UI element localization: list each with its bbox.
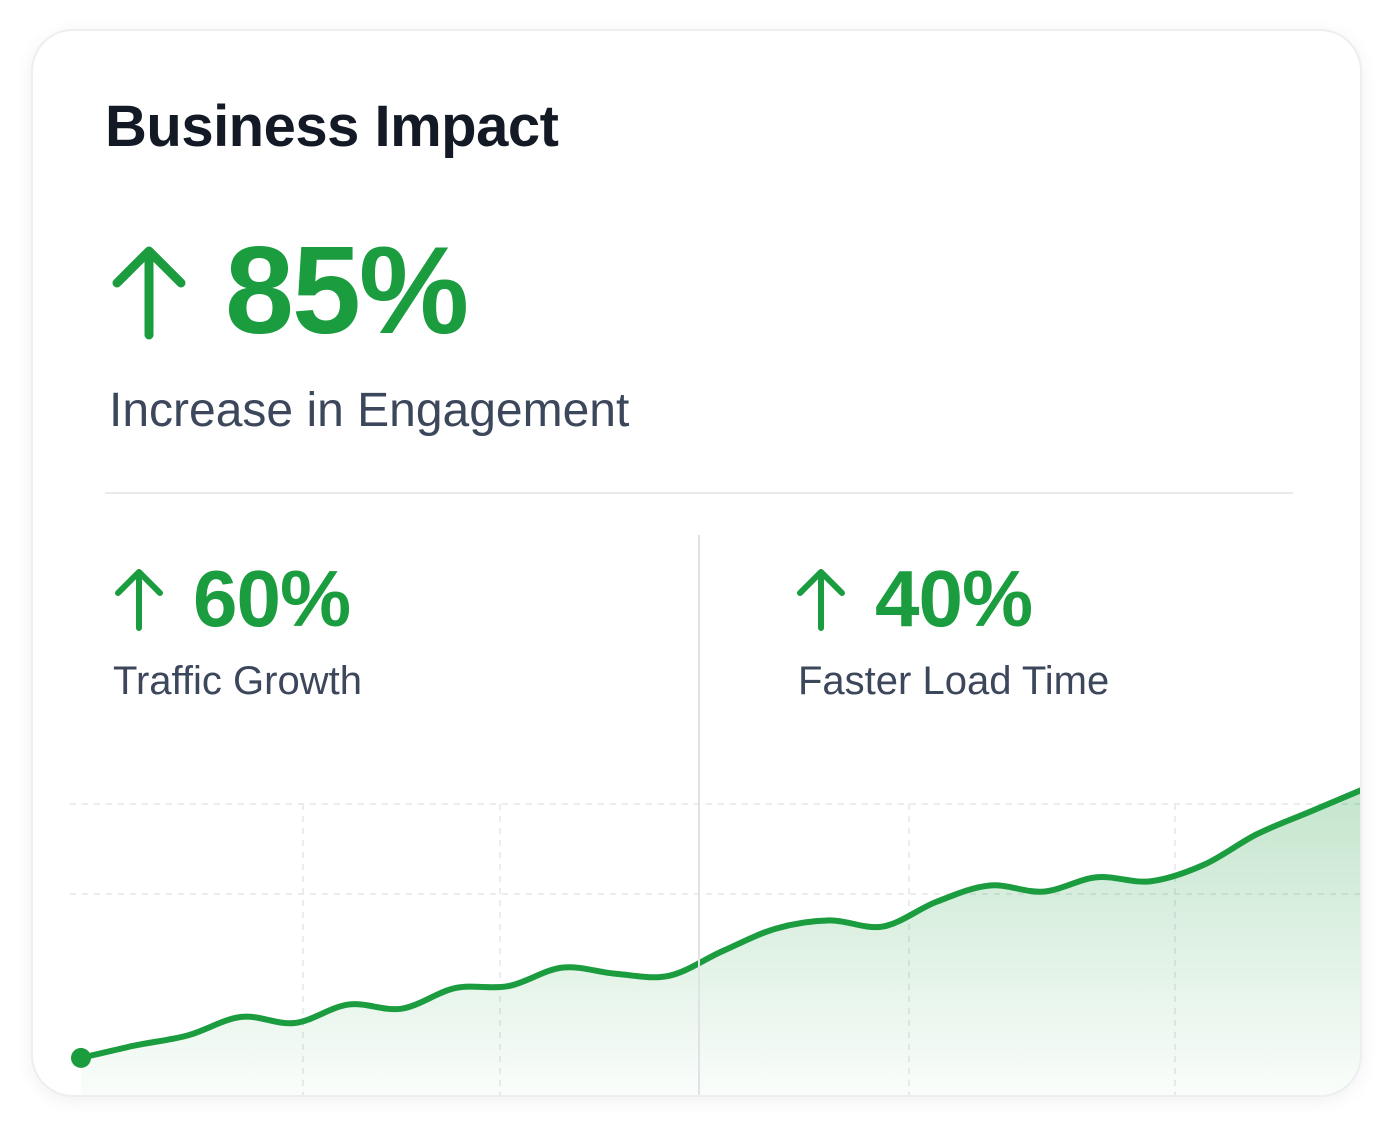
hero-label: Increase in Engagement: [109, 384, 630, 437]
arrow-up-icon: [797, 569, 845, 631]
load-time-label: Faster Load Time: [798, 659, 1110, 703]
arrow-up-icon: [112, 246, 186, 340]
load-time-metric: 40%: [795, 554, 1033, 643]
card-title: Business Impact: [105, 94, 559, 159]
chart-area-fill: [81, 790, 1360, 1095]
column-divider: [698, 535, 700, 1095]
engagement-trend-chart: [70, 787, 1360, 1095]
hero-metric: 85%: [109, 222, 469, 360]
chart-series-line: [78, 787, 1360, 1061]
traffic-growth-label: Traffic Growth: [113, 659, 362, 703]
traffic-growth-value: 60%: [193, 554, 351, 643]
chart-start-marker: [71, 1047, 91, 1068]
load-time-value: 40%: [875, 554, 1033, 643]
section-divider: [105, 492, 1293, 494]
arrow-up-icon: [115, 569, 163, 631]
chart-marks: [71, 1047, 91, 1068]
hero-value: 85%: [225, 222, 469, 360]
traffic-growth-metric: 60%: [113, 554, 351, 643]
business-impact-card: Business Impact 85% Increase in Engageme…: [31, 29, 1362, 1097]
